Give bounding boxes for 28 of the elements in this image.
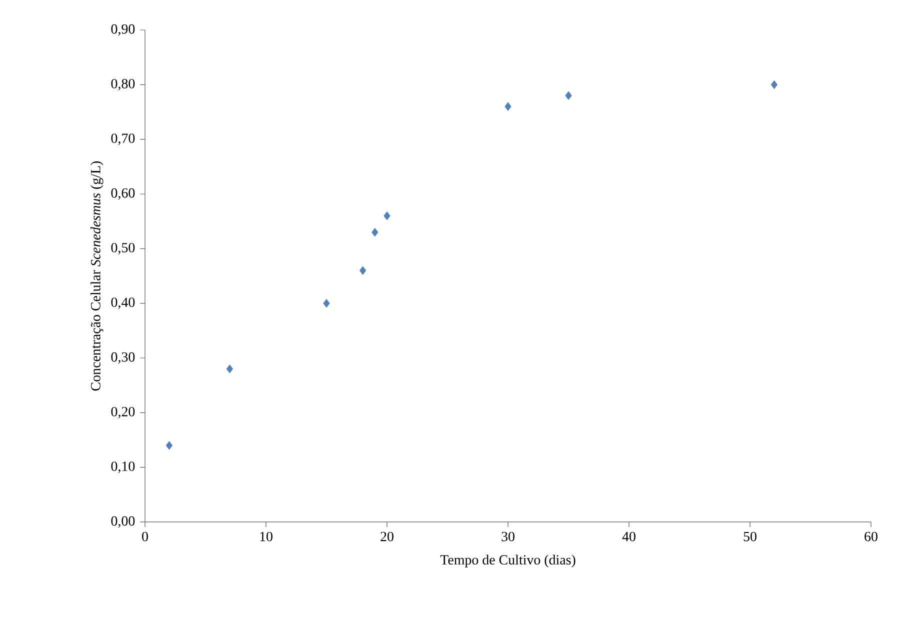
point — [565, 91, 572, 100]
x-tick-label: 30 — [502, 532, 514, 542]
x-tick-label: 20 — [380, 532, 394, 542]
y-tick-label: 0,60 — [111, 188, 135, 200]
point — [372, 228, 378, 237]
y-tick-label: 0,70 — [111, 134, 135, 146]
y-tick-label: 0,00 — [111, 516, 135, 528]
x-tick-label: 40 — [622, 532, 636, 542]
point — [226, 364, 234, 374]
y-tick-label: 0,30 — [111, 352, 135, 364]
point — [504, 102, 512, 111]
x-tick-label: 50 — [744, 532, 756, 542]
point — [770, 80, 778, 90]
x-tick-label: 60 — [864, 532, 878, 542]
y-tick-label: 0,20 — [111, 406, 135, 418]
point — [384, 211, 390, 220]
y-tick-label: 0,80 — [111, 78, 135, 90]
y-tick-label: 0,50 — [111, 242, 135, 254]
x-tick-label: 10 — [260, 532, 272, 542]
point — [359, 266, 366, 275]
y-tick-label: 0,90 — [111, 24, 135, 36]
x-axis-title: Tempo de Cultivo (dias) — [440, 554, 576, 568]
y-axis-title: Concentração Celular Scenedesmus (g/L) — [90, 161, 104, 391]
point — [323, 298, 330, 308]
x-tick-label: 0 — [142, 532, 148, 542]
point — [166, 441, 173, 450]
y-tick-label: 0,40 — [111, 298, 135, 310]
y-tick-label: 0,10 — [111, 462, 135, 474]
